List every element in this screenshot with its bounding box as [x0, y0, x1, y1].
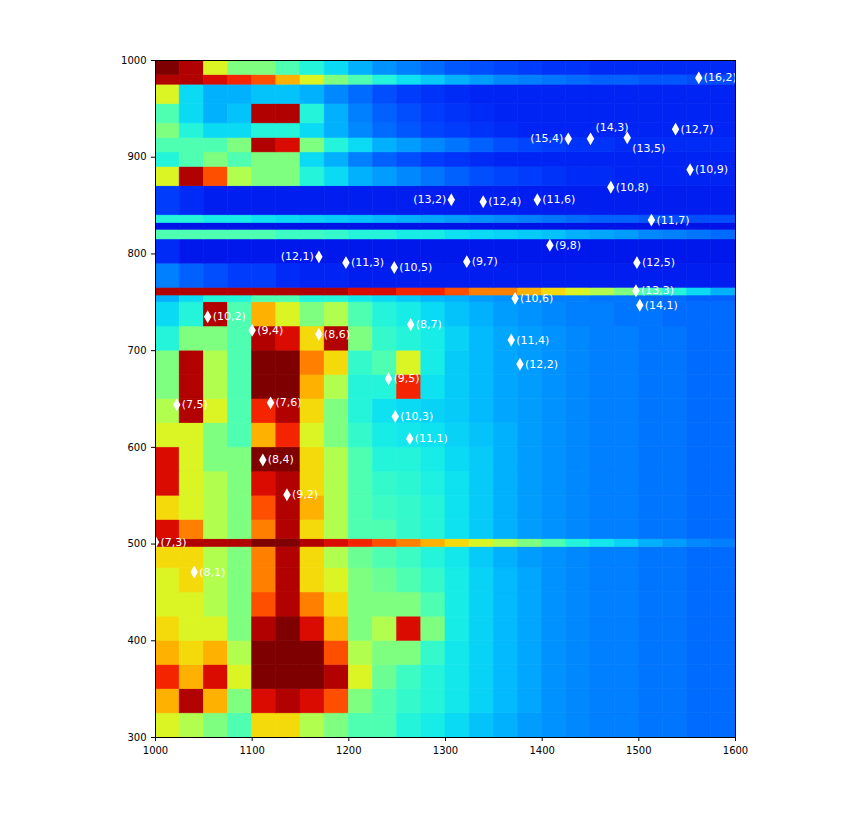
- svg-text:1100: 1100: [239, 745, 264, 756]
- svg-text:(10,5): (10,5): [399, 261, 432, 274]
- svg-text:(11,4): (11,4): [516, 334, 549, 347]
- svg-text:(15,4): (15,4): [530, 132, 563, 145]
- svg-text:(8,7): (8,7): [416, 318, 442, 331]
- svg-text:(9,4): (9,4): [257, 324, 283, 337]
- svg-text:(10,6): (10,6): [520, 292, 553, 305]
- svg-text:(7,6): (7,6): [276, 396, 302, 409]
- svg-text:(11,1): (11,1): [415, 432, 448, 445]
- svg-text:(7,3): (7,3): [161, 536, 187, 549]
- svg-text:(16,2): (16,2): [704, 71, 737, 84]
- svg-text:(14,3): (14,3): [596, 121, 629, 134]
- svg-text:(13,2): (13,2): [413, 193, 446, 206]
- svg-text:(11,3): (11,3): [351, 256, 384, 269]
- svg-text:1000: 1000: [121, 55, 146, 66]
- svg-text:(9,5): (9,5): [393, 372, 419, 385]
- svg-text:(8,1): (8,1): [199, 566, 225, 579]
- svg-text:(9,8): (9,8): [555, 239, 581, 252]
- svg-text:1600: 1600: [723, 745, 748, 756]
- svg-text:1200: 1200: [336, 745, 361, 756]
- svg-text:600: 600: [127, 442, 146, 453]
- svg-text:(9,2): (9,2): [292, 488, 318, 501]
- svg-text:(13,5): (13,5): [632, 142, 665, 155]
- svg-text:1400: 1400: [529, 745, 554, 756]
- svg-text:(10,2): (10,2): [213, 310, 246, 323]
- svg-text:800: 800: [127, 248, 146, 259]
- svg-text:(12,4): (12,4): [488, 195, 521, 208]
- svg-text:(13,3): (13,3): [641, 284, 674, 297]
- svg-text:1000: 1000: [143, 745, 168, 756]
- svg-text:700: 700: [127, 345, 146, 356]
- svg-text:(7,5): (7,5): [182, 398, 208, 411]
- svg-text:(12,2): (12,2): [525, 358, 558, 371]
- svg-text:400: 400: [127, 635, 146, 646]
- svg-text:300: 300: [127, 732, 146, 743]
- svg-text:(12,1): (12,1): [281, 250, 314, 263]
- svg-text:(12,5): (12,5): [642, 256, 675, 269]
- svg-text:(14,1): (14,1): [645, 299, 678, 312]
- svg-text:(11,7): (11,7): [656, 214, 689, 227]
- svg-text:1300: 1300: [433, 745, 458, 756]
- svg-text:(10,9): (10,9): [695, 163, 728, 176]
- svg-text:1500: 1500: [626, 745, 651, 756]
- svg-text:(9,7): (9,7): [472, 255, 498, 268]
- svg-text:(10,3): (10,3): [400, 410, 433, 423]
- svg-text:900: 900: [127, 151, 146, 162]
- svg-text:(12,7): (12,7): [681, 123, 714, 136]
- svg-text:(10,8): (10,8): [616, 181, 649, 194]
- svg-text:500: 500: [127, 538, 146, 549]
- svg-text:(11,6): (11,6): [542, 193, 575, 206]
- svg-text:(8,4): (8,4): [268, 453, 294, 466]
- svg-text:(8,6): (8,6): [324, 328, 350, 341]
